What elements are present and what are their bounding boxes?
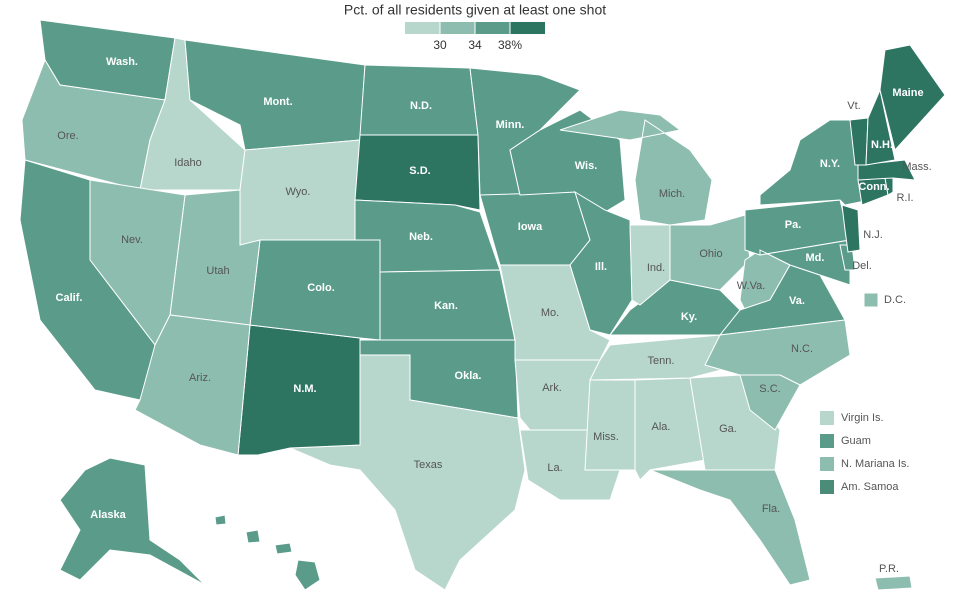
state-label: Iowa	[518, 221, 543, 233]
state-label: Ill.	[595, 261, 607, 273]
state-shape	[874, 575, 913, 591]
state-label: Wis.	[575, 160, 598, 172]
state-label: Conn.	[858, 181, 889, 193]
state-label: Hawaii	[310, 550, 345, 562]
state-label: Mich.	[659, 188, 685, 200]
state-shape	[629, 224, 671, 306]
state-label: Calif.	[56, 292, 83, 304]
state-shape	[649, 469, 811, 586]
state-label: Nev.	[121, 234, 143, 246]
state-label: Alaska	[90, 509, 126, 521]
territory-swatch	[820, 457, 834, 471]
state-label: Kan.	[434, 300, 458, 312]
state-label: N.M.	[293, 383, 316, 395]
territory-swatch	[820, 434, 834, 448]
state-label: Minn.	[496, 119, 525, 131]
state-labels: Wash. Ore. Idaho Mont. Wyo. N.D. S.D. Ne…	[56, 56, 932, 575]
legend-swatch	[475, 22, 510, 34]
state-label: P.R.	[879, 563, 899, 575]
state-label: Wash.	[106, 56, 138, 68]
state-label: Ala.	[652, 421, 671, 433]
territory-label: N. Mariana Is.	[841, 458, 909, 470]
state-label: S.C.	[759, 383, 780, 395]
state-label: Idaho	[174, 157, 202, 169]
state-label: W.Va.	[737, 280, 766, 292]
state-label: N.Y.	[820, 158, 840, 170]
legend-swatch	[510, 22, 545, 34]
state-label: Colo.	[307, 282, 335, 294]
state-label: Ark.	[542, 382, 562, 394]
state-label: Wyo.	[286, 186, 311, 198]
state-label: Ky.	[681, 311, 697, 323]
state-shape	[739, 374, 801, 431]
state-shape	[514, 359, 601, 431]
state-label: Vt.	[847, 100, 860, 112]
legend-tick-label: 34	[468, 38, 482, 52]
territory-label: Am. Samoa	[841, 481, 899, 493]
state-label: Ariz.	[189, 372, 211, 384]
state-label: Ore.	[57, 130, 78, 142]
state-label: Mo.	[541, 307, 559, 319]
state-label: Fla.	[762, 503, 780, 515]
state-shape	[879, 44, 946, 152]
state-label: N.H.	[871, 139, 893, 151]
state-label: Neb.	[409, 231, 433, 243]
state-label: Okla.	[455, 370, 482, 382]
state-shape	[499, 264, 611, 361]
territory-list: Virgin Is. Guam N. Mariana Is. Am. Samoa	[820, 411, 909, 494]
state-label: D.C.	[884, 294, 906, 306]
state-label: Va.	[789, 295, 805, 307]
territory-swatch	[820, 480, 834, 494]
legend-title: Pct. of all residents given at least one…	[344, 2, 606, 18]
state-shape	[214, 514, 321, 591]
state-label: Pa.	[785, 219, 802, 231]
state-shape	[863, 292, 879, 308]
state-shape	[59, 457, 206, 586]
state-shape	[689, 374, 781, 471]
state-label: Maine	[892, 87, 923, 99]
state-label: N.D.	[410, 100, 432, 112]
state-label: La.	[547, 462, 562, 474]
state-shape	[289, 354, 526, 591]
territory-label: Guam	[841, 435, 871, 447]
legend-swatch	[405, 22, 440, 34]
state-label: Miss.	[593, 431, 619, 443]
state-label: Ga.	[719, 423, 737, 435]
legend-scale: 30 34 38%	[405, 22, 545, 52]
legend-tick-label: 30	[433, 38, 447, 52]
legend-tick-label: 38%	[498, 38, 522, 52]
state-shape	[559, 109, 713, 226]
state-shape	[134, 314, 251, 456]
state-shape	[857, 159, 916, 181]
state-label: N.J.	[863, 229, 883, 241]
state-shape	[354, 134, 481, 211]
state-label: Texas	[414, 459, 443, 471]
state-label: Tenn.	[648, 355, 675, 367]
state-label: R.I.	[896, 192, 913, 204]
state-label: Ind.	[647, 262, 665, 274]
state-label: Ohio	[699, 248, 722, 260]
state-label: Mont.	[263, 96, 292, 108]
state-shape	[584, 379, 636, 471]
territory-swatch	[820, 411, 834, 425]
state-label: Del.	[852, 260, 872, 272]
legend-swatch	[440, 22, 475, 34]
state-shape	[865, 88, 896, 166]
state-shape	[841, 204, 861, 253]
state-label: N.C.	[791, 343, 813, 355]
states	[19, 19, 946, 591]
state-label: Md.	[806, 252, 825, 264]
territory-label: Virgin Is.	[841, 412, 884, 424]
state-label: Mass.	[902, 161, 931, 173]
state-label: Utah	[206, 265, 229, 277]
state-label: S.D.	[409, 165, 430, 177]
